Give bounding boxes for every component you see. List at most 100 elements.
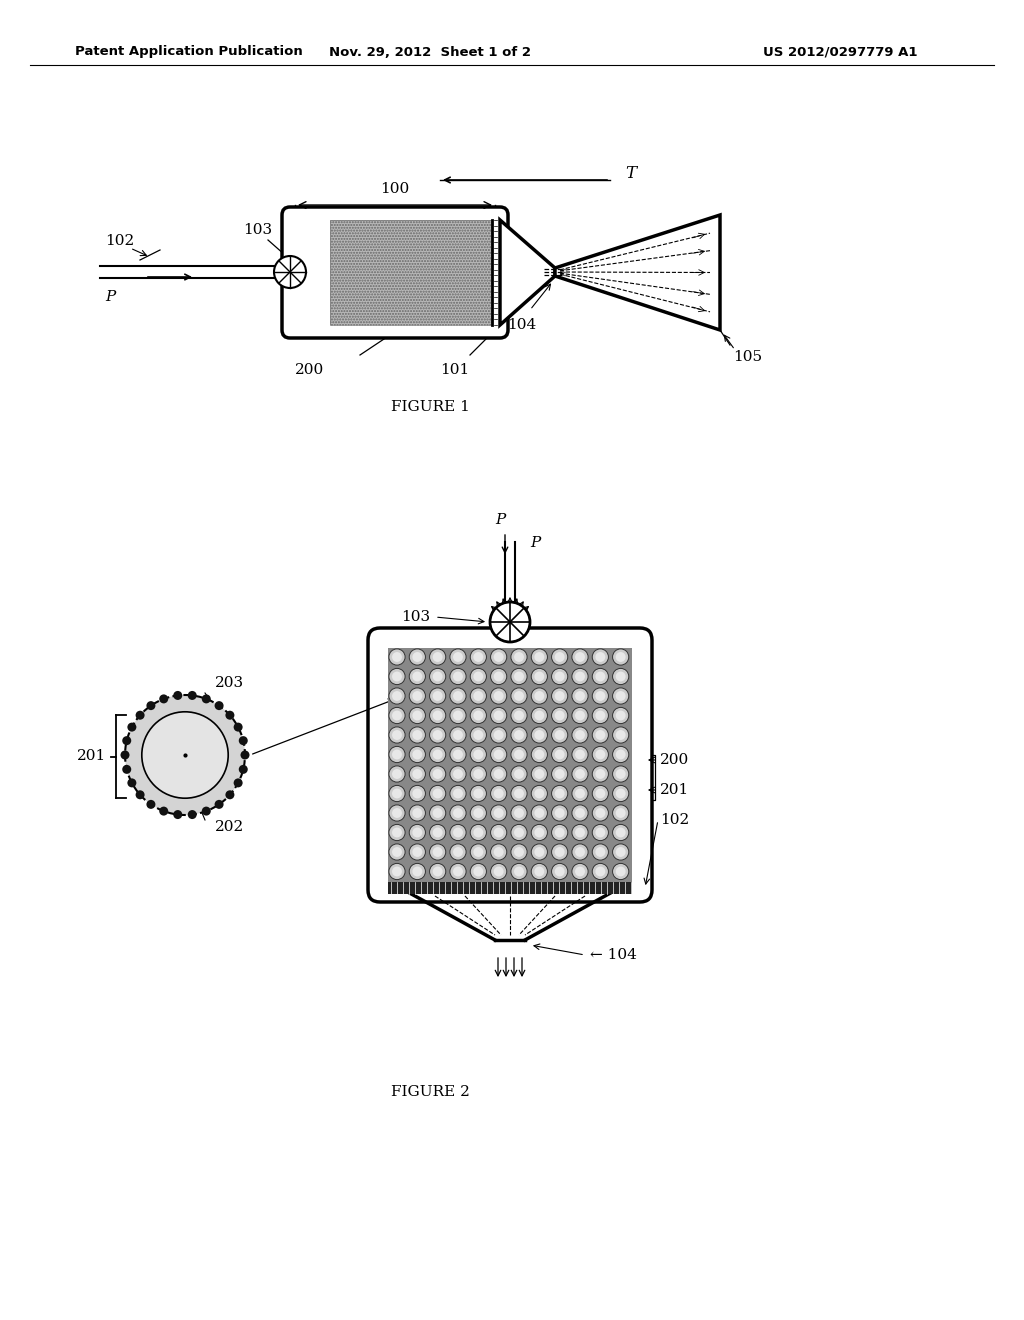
Circle shape	[571, 688, 588, 704]
Circle shape	[470, 805, 486, 821]
Circle shape	[615, 847, 626, 857]
Circle shape	[392, 808, 402, 818]
Circle shape	[575, 808, 585, 818]
Circle shape	[514, 770, 524, 779]
Circle shape	[413, 866, 422, 876]
Circle shape	[615, 788, 626, 799]
Circle shape	[511, 785, 527, 801]
Circle shape	[490, 649, 507, 665]
Circle shape	[490, 843, 507, 861]
Circle shape	[490, 863, 507, 879]
Circle shape	[612, 805, 629, 821]
Circle shape	[612, 708, 629, 723]
Text: US 2012/0297779 A1: US 2012/0297779 A1	[763, 45, 918, 58]
Circle shape	[592, 727, 608, 743]
Circle shape	[490, 727, 507, 743]
Circle shape	[433, 770, 442, 779]
Circle shape	[450, 727, 466, 743]
Circle shape	[612, 649, 629, 665]
Text: 103: 103	[244, 223, 272, 238]
Circle shape	[494, 730, 504, 741]
Circle shape	[389, 825, 406, 841]
Circle shape	[473, 847, 483, 857]
Circle shape	[429, 727, 445, 743]
Circle shape	[392, 672, 402, 681]
Circle shape	[410, 746, 425, 763]
Circle shape	[241, 751, 250, 759]
Text: 201: 201	[77, 750, 106, 763]
Bar	[388, 882, 632, 894]
Circle shape	[612, 785, 629, 801]
Circle shape	[571, 746, 588, 763]
Circle shape	[571, 805, 588, 821]
Circle shape	[595, 652, 605, 661]
Circle shape	[470, 843, 486, 861]
Circle shape	[473, 866, 483, 876]
Circle shape	[274, 256, 306, 288]
Circle shape	[413, 672, 422, 681]
Circle shape	[450, 649, 466, 665]
Circle shape	[571, 785, 588, 801]
Text: 100: 100	[380, 182, 410, 195]
Circle shape	[612, 863, 629, 879]
Circle shape	[571, 825, 588, 841]
Circle shape	[494, 847, 504, 857]
Circle shape	[433, 788, 442, 799]
Circle shape	[592, 766, 608, 781]
Circle shape	[233, 779, 243, 788]
Circle shape	[453, 710, 463, 721]
Circle shape	[410, 843, 425, 861]
Circle shape	[433, 672, 442, 681]
Circle shape	[473, 710, 483, 721]
Circle shape	[225, 791, 234, 800]
Circle shape	[514, 710, 524, 721]
Circle shape	[490, 785, 507, 801]
Circle shape	[511, 668, 527, 685]
Circle shape	[450, 708, 466, 723]
Bar	[330, 220, 492, 325]
Circle shape	[453, 672, 463, 681]
Circle shape	[159, 694, 168, 704]
Circle shape	[453, 866, 463, 876]
Circle shape	[552, 688, 567, 704]
Circle shape	[173, 810, 182, 820]
Text: 103: 103	[400, 610, 430, 624]
Circle shape	[592, 708, 608, 723]
Circle shape	[595, 866, 605, 876]
FancyBboxPatch shape	[282, 207, 508, 338]
Circle shape	[470, 863, 486, 879]
Circle shape	[470, 668, 486, 685]
Circle shape	[187, 690, 197, 700]
Circle shape	[552, 746, 567, 763]
Circle shape	[514, 866, 524, 876]
Circle shape	[575, 847, 585, 857]
Circle shape	[187, 810, 197, 820]
Circle shape	[575, 692, 585, 701]
Circle shape	[392, 692, 402, 701]
Circle shape	[494, 866, 504, 876]
Circle shape	[389, 766, 406, 781]
Circle shape	[592, 785, 608, 801]
Circle shape	[575, 652, 585, 661]
Circle shape	[433, 750, 442, 759]
Circle shape	[592, 805, 608, 821]
Circle shape	[202, 807, 211, 816]
Circle shape	[531, 708, 548, 723]
Circle shape	[575, 672, 585, 681]
Text: ← 104: ← 104	[590, 948, 637, 962]
Circle shape	[555, 672, 564, 681]
Text: 104: 104	[507, 318, 537, 333]
Circle shape	[413, 828, 422, 837]
Circle shape	[389, 863, 406, 879]
Circle shape	[429, 708, 445, 723]
Text: 201: 201	[660, 783, 689, 797]
Circle shape	[615, 672, 626, 681]
Circle shape	[490, 805, 507, 821]
Text: 102: 102	[660, 813, 689, 828]
Circle shape	[429, 746, 445, 763]
Circle shape	[413, 730, 422, 741]
Circle shape	[389, 746, 406, 763]
Text: 105: 105	[733, 350, 762, 364]
Circle shape	[450, 746, 466, 763]
Circle shape	[615, 652, 626, 661]
